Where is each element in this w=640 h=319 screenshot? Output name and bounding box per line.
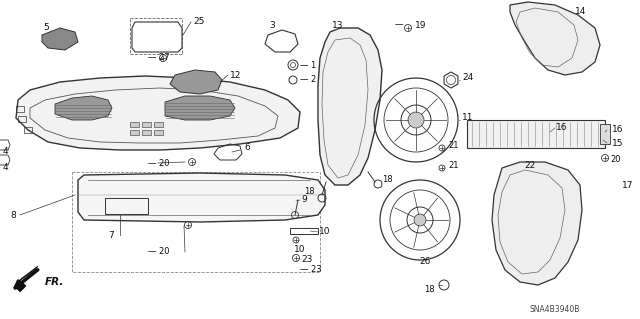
Text: 18: 18: [382, 175, 392, 184]
Text: 24: 24: [462, 73, 473, 83]
Text: 16: 16: [612, 125, 623, 135]
Text: SNA4B3940B: SNA4B3940B: [530, 306, 580, 315]
Text: 14: 14: [575, 8, 586, 17]
Polygon shape: [78, 173, 325, 222]
Polygon shape: [467, 120, 605, 148]
Polygon shape: [510, 2, 600, 75]
Polygon shape: [16, 76, 300, 150]
Text: — 23: — 23: [300, 265, 322, 275]
Polygon shape: [18, 266, 38, 282]
Polygon shape: [318, 28, 382, 185]
Text: 18: 18: [305, 188, 315, 197]
Text: 12: 12: [230, 70, 241, 79]
Text: 4: 4: [3, 164, 8, 173]
Text: 21: 21: [448, 160, 458, 169]
Text: 18: 18: [424, 286, 435, 294]
Text: 20: 20: [610, 155, 621, 165]
Polygon shape: [142, 122, 151, 127]
Text: 10: 10: [294, 246, 306, 255]
Text: 7: 7: [108, 231, 114, 240]
Text: 10: 10: [319, 227, 330, 236]
Text: 6: 6: [244, 144, 250, 152]
Polygon shape: [55, 96, 112, 120]
Text: 15: 15: [612, 138, 623, 147]
Text: 23: 23: [301, 256, 312, 264]
Text: —: —: [395, 20, 403, 29]
Text: 26: 26: [419, 257, 431, 266]
Text: 11: 11: [462, 114, 474, 122]
Circle shape: [408, 112, 424, 128]
Polygon shape: [15, 280, 26, 292]
Text: FR.: FR.: [45, 277, 65, 287]
Polygon shape: [165, 96, 235, 120]
Text: 4: 4: [3, 147, 8, 157]
Polygon shape: [42, 28, 78, 50]
Text: 9: 9: [301, 196, 307, 204]
Text: 13: 13: [332, 20, 344, 29]
Text: — 20: — 20: [148, 159, 170, 167]
Text: — 27: — 27: [148, 54, 170, 63]
Text: — 2: — 2: [300, 76, 316, 85]
Text: 25: 25: [193, 18, 204, 26]
Text: 19: 19: [415, 20, 426, 29]
Text: 17: 17: [622, 181, 634, 189]
Polygon shape: [170, 70, 222, 94]
Text: 3: 3: [269, 20, 275, 29]
Polygon shape: [142, 130, 151, 135]
Polygon shape: [130, 122, 139, 127]
Text: 5: 5: [43, 24, 49, 33]
Polygon shape: [154, 122, 163, 127]
Polygon shape: [600, 124, 610, 144]
Polygon shape: [154, 130, 163, 135]
Text: 21: 21: [448, 140, 458, 150]
Polygon shape: [130, 130, 139, 135]
Text: 16: 16: [556, 123, 568, 132]
Text: — 20: — 20: [148, 248, 170, 256]
Text: 8: 8: [10, 211, 16, 219]
Polygon shape: [492, 162, 582, 285]
Text: — 1: — 1: [300, 61, 316, 70]
Circle shape: [414, 214, 426, 226]
Text: 22: 22: [524, 160, 536, 169]
